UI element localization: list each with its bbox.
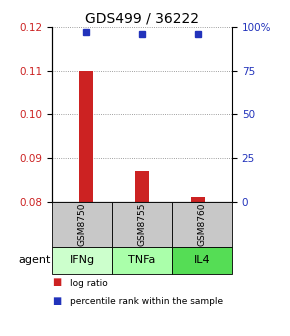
Text: ▶: ▶ [54,255,61,265]
Bar [135,171,149,202]
Text: ■: ■ [52,277,61,287]
Text: ■: ■ [52,296,61,306]
Text: TNFa: TNFa [128,255,156,265]
Text: IL4: IL4 [194,255,210,265]
Title: GDS499 / 36222: GDS499 / 36222 [85,12,199,26]
Text: percentile rank within the sample: percentile rank within the sample [70,297,223,306]
Text: agent: agent [18,255,51,265]
Text: GSM8760: GSM8760 [197,203,206,246]
Bar [191,197,205,202]
Text: GSM8750: GSM8750 [78,203,87,246]
Text: GSM8755: GSM8755 [137,203,147,246]
Bar [79,71,93,202]
Text: IFNg: IFNg [70,255,95,265]
Text: log ratio: log ratio [70,279,107,288]
